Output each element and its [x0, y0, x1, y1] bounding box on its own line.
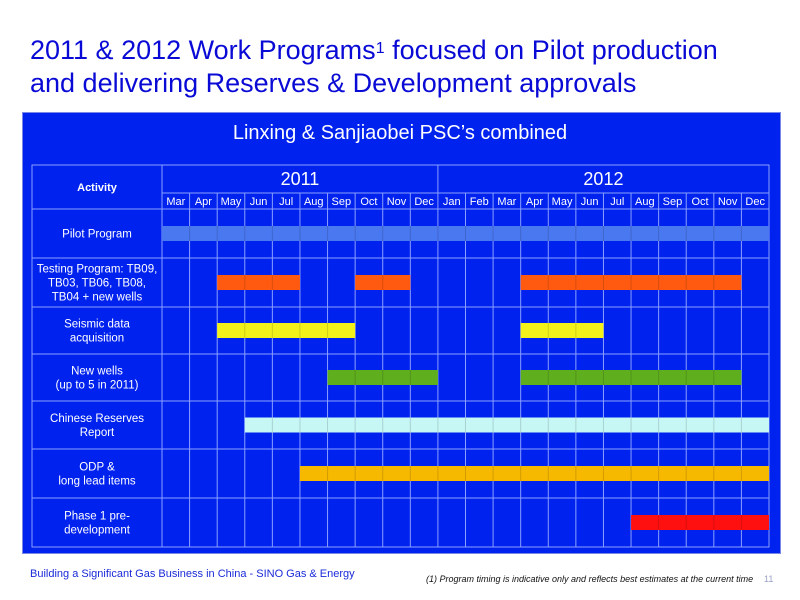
- month-label: Mar: [166, 196, 185, 208]
- month-label: May: [221, 196, 242, 208]
- month-label: Oct: [691, 196, 708, 208]
- month-label: Apr: [195, 196, 212, 208]
- month-label: Dec: [414, 196, 434, 208]
- activity-label: Testing Program: TB09,: [37, 264, 158, 276]
- gantt-subtitle: Linxing & Sanjiaobei PSC’s combined: [232, 122, 568, 144]
- month-label: Nov: [718, 196, 738, 208]
- month-label: Oct: [360, 196, 377, 208]
- month-label: Aug: [304, 196, 324, 208]
- gantt-bar: [520, 275, 742, 290]
- activity-label: New wells: [71, 366, 123, 378]
- activity-label: development: [64, 525, 131, 537]
- month-label: Feb: [470, 196, 489, 208]
- gantt-bar: [217, 323, 356, 338]
- activity-label: Chinese Reserves: [50, 413, 144, 425]
- month-label: Aug: [635, 196, 655, 208]
- month-label: Dec: [745, 196, 765, 208]
- page-number: 11: [764, 574, 774, 584]
- footer-company-text: Building a Significant Gas Business in C…: [30, 568, 355, 580]
- gantt-bar: [631, 515, 769, 530]
- footer-note: (1) Program timing is indicative only an…: [426, 574, 754, 584]
- month-label: Jun: [581, 196, 599, 208]
- gantt-bar: [244, 417, 770, 433]
- title-footnote-mark: 1: [375, 40, 385, 57]
- gantt-bar: [217, 275, 300, 290]
- year-label: 2012: [583, 169, 623, 189]
- activity-label: TB04 + new wells: [52, 292, 143, 304]
- activity-label: Phase 1 pre-: [64, 511, 130, 523]
- gantt-bar: [520, 370, 742, 385]
- gantt-bar: [162, 226, 769, 241]
- month-label: Mar: [497, 196, 516, 208]
- month-label: Jun: [250, 196, 268, 208]
- month-label: Sep: [332, 196, 352, 208]
- activity-header: Activity: [77, 182, 118, 194]
- activity-label: Report: [80, 427, 115, 439]
- title-line1-suffix: focused on Pilot production: [384, 35, 718, 65]
- activity-label: (up to 5 in 2011): [56, 380, 139, 392]
- title-line1-prefix: 2011 & 2012 Work Programs: [30, 35, 376, 65]
- gantt-bar: [327, 370, 438, 385]
- month-label: May: [552, 196, 573, 208]
- slide-title: 2011 & 2012 Work Programs1 focused on Pi…: [30, 34, 790, 100]
- activity-label: ODP &: [79, 462, 115, 474]
- gantt-bar: [355, 275, 411, 290]
- activity-label: long lead items: [58, 476, 136, 488]
- activity-label: TB03, TB06, TB08,: [48, 278, 146, 290]
- year-label: 2011: [281, 169, 320, 189]
- month-label: Sep: [663, 196, 683, 208]
- gantt-bar: [520, 323, 604, 338]
- month-label: Jan: [443, 196, 461, 208]
- activity-label: acquisition: [70, 333, 124, 345]
- month-label: Jul: [279, 196, 293, 208]
- month-label: Nov: [387, 196, 407, 208]
- activity-label: Pilot Program: [62, 229, 132, 241]
- gantt-bar: [299, 466, 769, 481]
- month-label: Apr: [526, 196, 543, 208]
- month-label: Jul: [610, 196, 624, 208]
- activity-label: Seismic data: [64, 319, 130, 331]
- title-line2: and delivering Reserves & Development ap…: [30, 68, 637, 98]
